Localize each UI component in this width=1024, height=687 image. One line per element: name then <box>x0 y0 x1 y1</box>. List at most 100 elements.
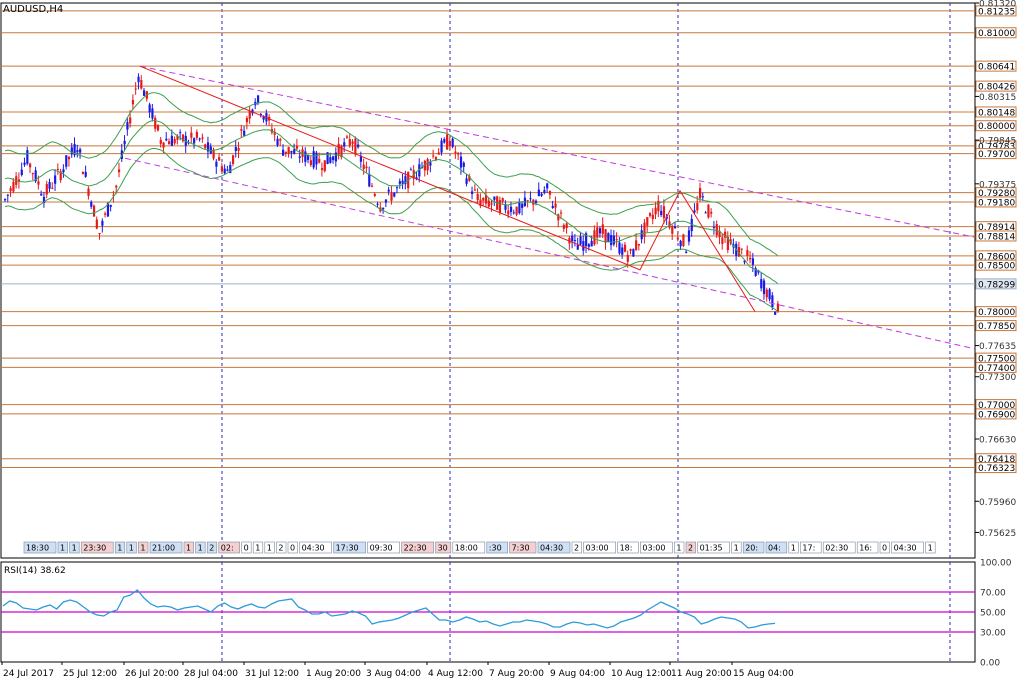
candle-body <box>596 227 599 238</box>
candle-body <box>282 149 285 156</box>
session-tag: 16: <box>859 544 872 553</box>
candle-body <box>65 155 68 167</box>
level-label: 0.79700 <box>978 150 1015 160</box>
session-tag-box <box>800 541 822 554</box>
session-tag: 04:30 <box>540 544 563 553</box>
candle-body <box>573 240 577 242</box>
candle-body <box>290 150 293 153</box>
candle-body <box>98 232 101 235</box>
candle-body <box>526 200 529 202</box>
candle-body <box>404 176 407 185</box>
session-tag: 2 <box>278 544 283 553</box>
session-tag-box <box>822 541 856 554</box>
candle-body <box>67 156 71 160</box>
candle-body <box>37 181 40 185</box>
session-tag: 0 <box>244 544 249 553</box>
session-tag-box <box>486 541 508 554</box>
session-tag: 04: <box>768 544 781 553</box>
session-tag: 30 <box>438 544 448 553</box>
candle-body <box>151 108 154 119</box>
candle-body <box>610 235 613 246</box>
channel-upper <box>139 65 976 238</box>
candle-body <box>457 152 460 155</box>
candle-body <box>90 201 93 207</box>
candle-body <box>451 138 454 147</box>
candle-body <box>329 157 332 163</box>
session-tag: 7:30 <box>512 544 530 553</box>
session-tag-box <box>367 541 400 554</box>
session-tag-box <box>697 541 730 554</box>
candle-body <box>276 138 279 146</box>
candle-body <box>279 139 282 141</box>
session-tag: 18:30 <box>26 544 49 553</box>
candle-body <box>390 192 393 201</box>
candle-body <box>382 207 385 210</box>
candle-body <box>576 245 579 250</box>
candle-body <box>509 206 513 212</box>
candle-body <box>598 228 602 234</box>
candle-body <box>762 280 766 295</box>
rsi-tick-label: 50.00 <box>980 609 1006 619</box>
candle-body <box>148 104 151 113</box>
candle-body <box>737 247 741 257</box>
candle-body <box>426 159 429 171</box>
session-tag-box <box>685 541 696 554</box>
candle-body <box>401 180 404 184</box>
session-tag-box <box>788 541 799 554</box>
candle-body <box>629 249 632 251</box>
candle-body <box>354 138 357 155</box>
session-tag: :30 <box>489 544 502 553</box>
candle-body <box>498 200 502 213</box>
candle-body <box>240 129 243 131</box>
candle-body <box>154 117 157 129</box>
level-label-box <box>975 230 1017 242</box>
price-tick-label: 0.79375 <box>979 180 1016 190</box>
price-tick-label: 0.75960 <box>979 498 1016 508</box>
session-tag-box <box>856 541 879 554</box>
session-tag-box <box>23 541 57 554</box>
session-tag-box <box>509 541 537 554</box>
candle-body <box>9 188 12 192</box>
candle-body <box>251 109 254 114</box>
candle-body <box>571 235 574 242</box>
time-label: 7 Aug 20:00 <box>489 669 544 679</box>
candle-body <box>482 197 485 201</box>
session-tag: 1 <box>129 544 134 553</box>
candle-body <box>56 168 60 171</box>
session-tag-box <box>183 541 194 554</box>
session-tag-box <box>241 541 252 554</box>
session-tag-box <box>731 541 742 554</box>
candle-body <box>704 212 707 214</box>
candle-body <box>521 203 524 208</box>
candle-body <box>179 132 182 134</box>
level-label-box <box>975 60 1017 72</box>
candle-body <box>726 237 729 251</box>
candle-body <box>73 144 76 156</box>
candle-body <box>365 166 368 169</box>
candle-body <box>204 144 207 149</box>
level-label: 0.78500 <box>978 262 1015 272</box>
candle-body <box>710 211 713 214</box>
level-label-box <box>975 5 1017 17</box>
candle-body <box>223 168 226 174</box>
candle-body <box>682 234 685 246</box>
candle-body <box>168 141 171 145</box>
session-tag: 2 <box>209 544 214 553</box>
candle-body <box>393 192 396 197</box>
rsi-panel[interactable]: RSI(14) 38.62 <box>0 561 976 663</box>
price-panel[interactable] <box>0 2 976 559</box>
candle-body <box>601 224 604 234</box>
candle-body <box>529 198 532 200</box>
session-tag: 0 <box>290 544 295 553</box>
candle-body <box>534 200 538 203</box>
session-tag: 1 <box>267 544 272 553</box>
candle-body <box>657 200 660 212</box>
candle-body <box>320 168 324 171</box>
candle-body <box>243 130 246 136</box>
candle-body <box>287 147 290 154</box>
session-tag-box <box>206 541 218 554</box>
candle-body <box>6 194 9 196</box>
candle-body <box>479 199 482 207</box>
candle-body <box>637 243 641 246</box>
